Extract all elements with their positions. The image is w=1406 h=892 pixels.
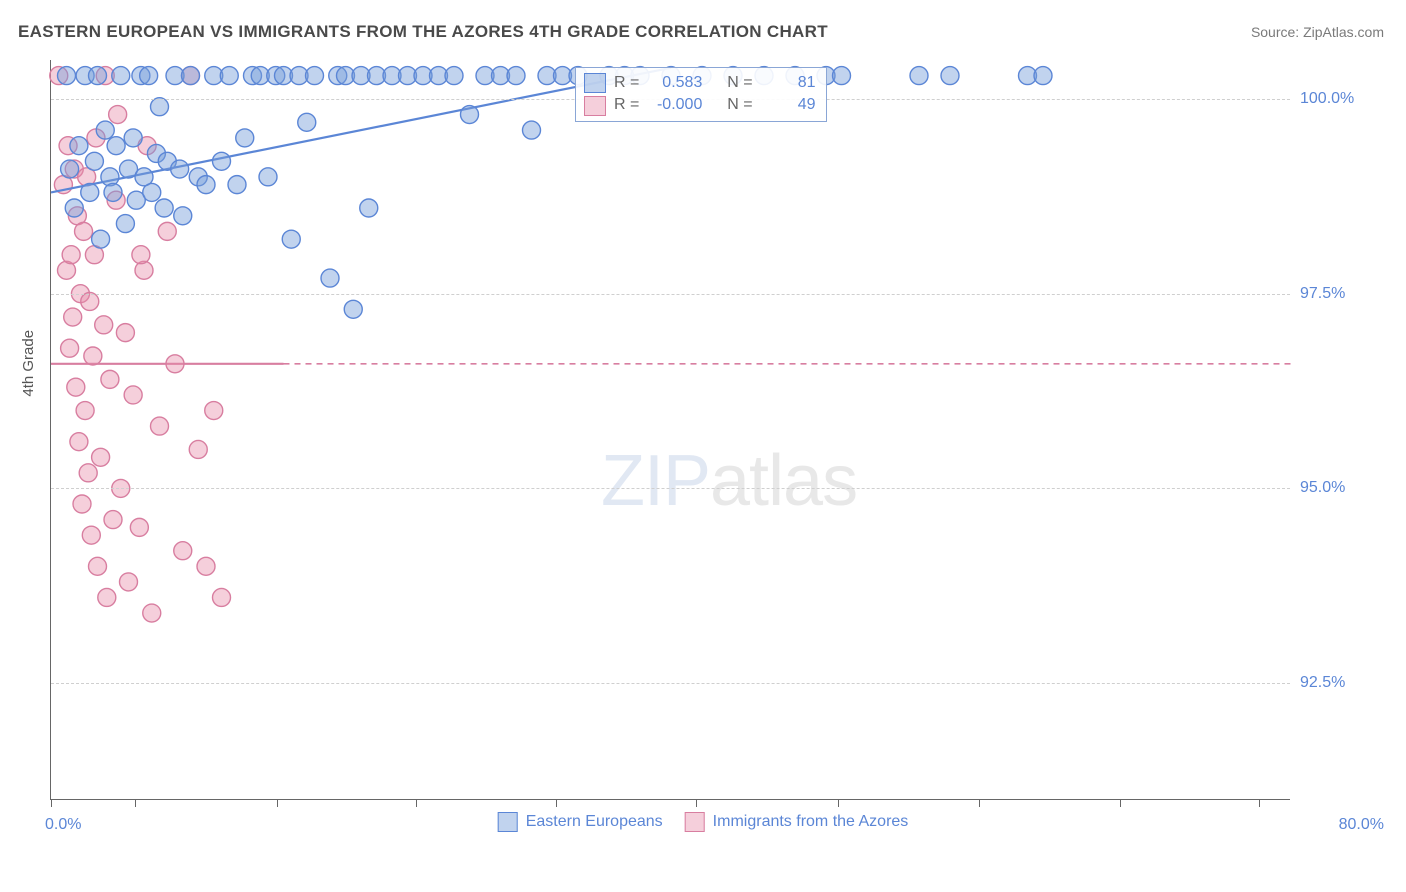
bottom-legend: Eastern Europeans Immigrants from the Az… xyxy=(498,812,909,832)
stats-n-azores: 49 xyxy=(761,94,816,116)
chart-svg xyxy=(51,60,1290,799)
stats-swatch-azores xyxy=(584,96,606,116)
x-max-label: 80.0% xyxy=(1339,816,1384,834)
stats-row-eastern: R = 0.583 N = 81 xyxy=(584,72,816,94)
plot-area: ZIPatlas xyxy=(50,60,1290,800)
x-tick xyxy=(277,799,278,807)
legend-label-eastern: Eastern Europeans xyxy=(526,813,663,831)
stats-swatch-eastern xyxy=(584,73,606,93)
x-tick xyxy=(979,799,980,807)
swatch-azores xyxy=(685,812,705,832)
x-tick xyxy=(416,799,417,807)
x-tick xyxy=(135,799,136,807)
legend-label-azores: Immigrants from the Azores xyxy=(713,813,909,831)
x-tick xyxy=(556,799,557,807)
y-tick-label: 95.0% xyxy=(1300,479,1345,497)
grid-line xyxy=(51,488,1290,489)
y-tick-label: 100.0% xyxy=(1300,90,1354,108)
stats-r-azores: -0.000 xyxy=(647,94,702,116)
grid-line xyxy=(51,683,1290,684)
stats-n-eastern: 81 xyxy=(761,72,816,94)
x-min-label: 0.0% xyxy=(45,816,81,834)
x-tick xyxy=(1259,799,1260,807)
stats-row-azores: R = -0.000 N = 49 xyxy=(584,94,816,116)
source-attribution: Source: ZipAtlas.com xyxy=(1251,24,1384,40)
grid-line xyxy=(51,294,1290,295)
swatch-eastern xyxy=(498,812,518,832)
x-tick xyxy=(51,799,52,807)
x-tick xyxy=(1120,799,1121,807)
stats-legend-box: R = 0.583 N = 81 R = -0.000 N = 49 xyxy=(575,67,827,122)
stats-r-eastern: 0.583 xyxy=(647,72,702,94)
y-tick-label: 92.5% xyxy=(1300,674,1345,692)
legend-item-eastern: Eastern Europeans xyxy=(498,812,663,832)
legend-item-azores: Immigrants from the Azores xyxy=(685,812,909,832)
x-tick xyxy=(838,799,839,807)
chart-title: EASTERN EUROPEAN VS IMMIGRANTS FROM THE … xyxy=(18,22,828,42)
y-tick-label: 97.5% xyxy=(1300,285,1345,303)
x-tick xyxy=(696,799,697,807)
y-axis-title: 4th Grade xyxy=(20,330,37,397)
